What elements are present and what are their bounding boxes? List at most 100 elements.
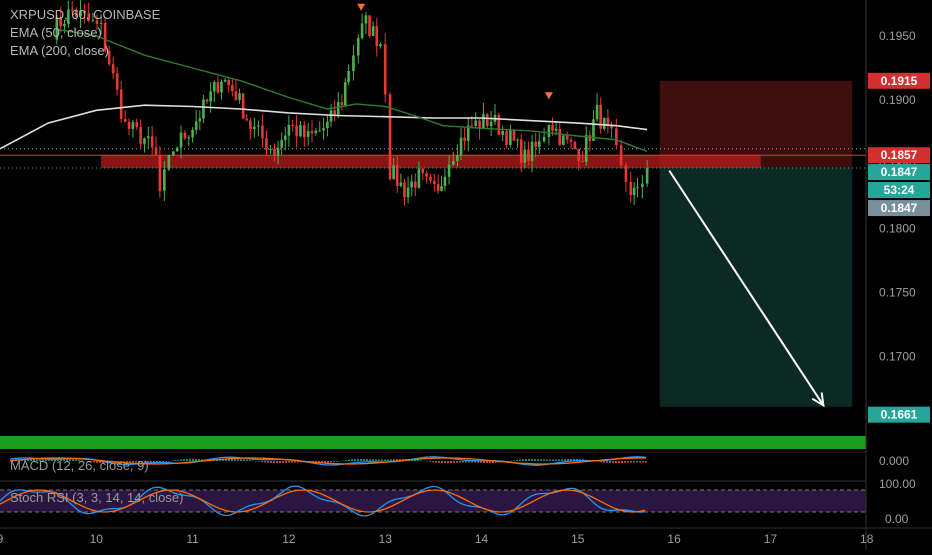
candle-body <box>79 10 82 17</box>
macd-histogram-bar <box>600 461 602 463</box>
macd-histogram-bar <box>567 459 569 461</box>
macd-histogram-bar <box>414 459 416 461</box>
time-tick-label: 14 <box>475 532 489 546</box>
macd-histogram-bar <box>375 459 377 461</box>
macd-signal-line <box>9 457 646 465</box>
macd-legend[interactable]: MACD (12, 26, close, 9) <box>10 458 149 473</box>
candle-body <box>519 139 523 163</box>
macd-histogram-bar <box>639 461 641 463</box>
candle-body <box>581 160 584 162</box>
macd-histogram-bar <box>369 459 371 461</box>
price-label-text: 0.1857 <box>881 148 918 162</box>
candle-body <box>179 132 183 148</box>
macd-histogram-bar <box>282 461 284 463</box>
candle-body <box>158 154 162 191</box>
macd-histogram-bar <box>276 461 278 464</box>
macd-histogram-bar <box>393 459 395 461</box>
candle-body <box>63 23 66 27</box>
ema200-legend[interactable]: EMA (200, close) <box>10 43 109 58</box>
candle-body <box>588 135 592 141</box>
macd-histogram-bar <box>180 459 182 461</box>
candle-body <box>537 141 541 147</box>
macd-histogram-bar <box>27 459 29 461</box>
candle-body <box>231 85 234 92</box>
candle-body <box>584 135 588 162</box>
candle-body <box>602 117 606 129</box>
time-tick-label: 17 <box>764 532 778 546</box>
macd-histogram-bar <box>555 459 557 461</box>
candle-body <box>150 136 154 148</box>
macd-histogram-bar <box>156 461 158 463</box>
macd-histogram-bar <box>285 461 287 463</box>
candle-body <box>318 130 322 132</box>
candle-body <box>167 154 171 170</box>
macd-histogram-bar <box>69 458 71 461</box>
candle-body <box>368 15 371 36</box>
macd-histogram-bar <box>132 461 134 463</box>
macd-histogram-bar <box>198 459 200 461</box>
stoch-rsi-legend[interactable]: Stoch RSI (3, 3, 14, 14, close) <box>10 490 184 505</box>
candle-body <box>523 149 527 163</box>
symbol-title[interactable]: XRPUSD, 60, COINBASE <box>10 7 161 22</box>
candle-body <box>205 99 209 102</box>
macd-histogram-bar <box>426 461 428 462</box>
macd-histogram-bar <box>615 461 617 464</box>
macd-histogram-bar <box>81 460 83 461</box>
candle-body <box>115 73 119 90</box>
target-level-bar <box>0 436 866 449</box>
macd-histogram-bar <box>270 461 272 463</box>
macd-histogram-bar <box>603 461 605 463</box>
macd-histogram-bar <box>123 461 125 463</box>
macd-histogram-bar <box>636 461 638 463</box>
macd-histogram-bar <box>387 459 389 461</box>
candle-body <box>413 181 417 188</box>
candle-body <box>573 141 577 149</box>
macd-histogram-bar <box>138 461 140 463</box>
macd-histogram-bar <box>231 458 233 461</box>
candle-body <box>209 91 212 102</box>
candle-body <box>599 104 602 129</box>
candle-body <box>257 125 260 127</box>
macd-histogram-bar <box>465 461 467 463</box>
macd-histogram-bar <box>153 461 155 464</box>
candle-body <box>433 180 436 185</box>
macd-histogram-bar <box>432 461 434 463</box>
stoch-tick-label: 0.00 <box>885 512 909 526</box>
macd-histogram-bar <box>621 461 623 463</box>
candle-body <box>595 104 599 120</box>
candle-body <box>238 93 241 100</box>
candle-body <box>463 137 466 141</box>
macd-histogram-bar <box>150 461 152 464</box>
macd-histogram-bar <box>579 459 581 461</box>
price-label-text: 0.1847 <box>881 201 918 215</box>
candle-body <box>280 140 283 148</box>
macd-histogram-bar <box>162 461 164 463</box>
candle-body <box>512 130 516 141</box>
candle-body <box>172 151 175 155</box>
macd-tick-label: 0.000 <box>879 454 909 468</box>
macd-histogram-bar <box>237 458 239 461</box>
price-tick-label: 0.1950 <box>879 29 916 43</box>
candle-body <box>440 186 443 191</box>
macd-histogram-bar <box>366 459 368 461</box>
candle-body <box>107 50 111 65</box>
macd-histogram-bar <box>462 461 464 463</box>
ema50-legend[interactable]: EMA (50, close) <box>10 25 102 40</box>
candle-body <box>371 26 375 36</box>
macd-histogram-bar <box>219 459 221 461</box>
candle-body <box>212 82 216 92</box>
macd-histogram-bar <box>468 461 470 463</box>
macd-histogram-bar <box>372 459 374 461</box>
candle-body <box>436 184 440 191</box>
stoch-tick-label: 100.00 <box>879 477 916 491</box>
candle-body <box>347 71 350 83</box>
macd-histogram-bar <box>492 461 494 464</box>
candle-body <box>75 9 78 17</box>
sell-marker <box>544 92 553 100</box>
macd-histogram-bar <box>420 460 422 461</box>
macd-histogram-bar <box>390 459 392 461</box>
macd-histogram-bar <box>552 459 554 461</box>
macd-histogram-bar <box>474 461 476 463</box>
